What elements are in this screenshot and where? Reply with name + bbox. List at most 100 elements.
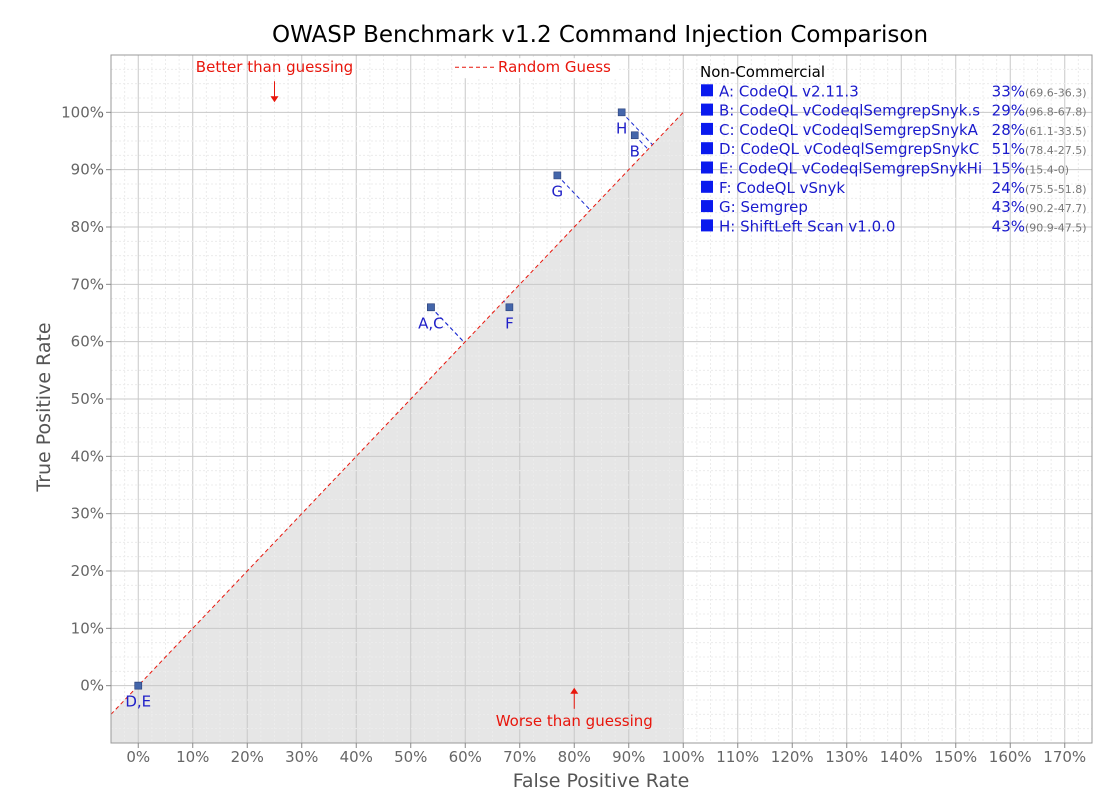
legend-entry-score: 43% [992, 198, 1025, 216]
x-axis-label: False Positive Rate [513, 770, 690, 792]
legend-marker [701, 122, 713, 135]
y-tick-label: 70% [71, 275, 104, 293]
x-tick-label: 80% [558, 748, 591, 766]
point-label: D,E [125, 693, 151, 711]
y-tick-label: 100% [61, 103, 104, 121]
x-tick-label: 150% [934, 748, 977, 766]
legend-entry-range: (90.9-47.5) [1025, 221, 1087, 234]
annotations: Better than guessing Worse than guessing R… [196, 58, 653, 730]
y-tick-label: 40% [71, 447, 104, 465]
data-point-g [553, 171, 562, 180]
point-label: A,C [418, 314, 444, 332]
data-point-f [505, 303, 514, 312]
legend-title: Non-Commercial [700, 63, 825, 81]
legend-entry: G: Semgrep 43% (90.2-47.7) [701, 198, 1087, 216]
legend-entry-range: (96.8-67.8) [1025, 106, 1087, 119]
x-tick-label: 50% [394, 748, 427, 766]
legend-entry-score: 29% [992, 102, 1025, 120]
data-point-e [134, 681, 143, 690]
x-tick-label: 130% [825, 748, 868, 766]
legend-entry-range: (75.5-51.8) [1025, 183, 1087, 196]
x-tick-label: 30% [285, 748, 318, 766]
annotation-label: Worse than guessing [496, 712, 653, 730]
random-guess-line [110, 111, 684, 715]
chart-title: OWASP Benchmark v1.2 Command Injection C… [272, 22, 928, 48]
legend-entry: C: CodeQL vCodeqlSemgrepSnykA 28% (61.1-33… [701, 121, 1087, 139]
legend-entry: A: CodeQL v2.11.3 33% (69.6-36.3) [701, 82, 1087, 100]
y-tick-label: 10% [71, 619, 104, 637]
x-tick-label: 160% [989, 748, 1032, 766]
legend-marker [701, 84, 713, 97]
y-tick-label: 80% [71, 218, 104, 236]
legend-entry-score: 15% [992, 160, 1025, 178]
x-tick-label: 70% [503, 748, 536, 766]
legend-entry: H: ShiftLeft Scan v1.0.0 43% (90.9-47.5) [701, 217, 1087, 235]
projection-line-c [430, 306, 465, 343]
legend-entry: E: CodeQL vCodeqlSemgrepSnykHi 15% (15.4-0… [701, 160, 1069, 178]
legend-marker [701, 103, 713, 116]
legend-marker [701, 180, 713, 193]
legend-entry-score: 24% [992, 179, 1025, 197]
x-tick-label: 170% [1043, 748, 1086, 766]
y-tick-label: 30% [71, 505, 104, 523]
x-tick-label: 20% [231, 748, 264, 766]
random-guess-diagonal [110, 111, 684, 715]
x-tick-label: 0% [126, 748, 150, 766]
point-label: H [616, 119, 627, 137]
annotation-arrow-head [270, 96, 279, 103]
legend-marker [701, 200, 713, 213]
projection-line-h [621, 111, 653, 146]
data-points [134, 108, 639, 690]
x-tick-label: 140% [880, 748, 923, 766]
legend-entry-score: 33% [992, 82, 1025, 100]
y-tick-label: 90% [71, 161, 104, 179]
x-tick-label: 120% [771, 748, 814, 766]
annotation-label: Better than guessing [196, 58, 353, 76]
x-tick-label: 110% [716, 748, 759, 766]
legend-entry-score: 28% [992, 121, 1025, 139]
y-axis-ticks: 0% 10% 20% 30% 40% 50% 60% 70% 80% 90% 100% [61, 103, 111, 695]
y-tick-label: 20% [71, 562, 104, 580]
legend-entry-label: B: CodeQL vCodeqlSemgrepSnyk.s [719, 102, 980, 120]
legend-entry-label: A: CodeQL v2.11.3 [719, 82, 859, 100]
x-tick-label: 10% [176, 748, 209, 766]
random-guess-key-bg [453, 58, 618, 79]
point-label: G [552, 182, 564, 200]
legend-entry-label: H: ShiftLeft Scan v1.0.0 [719, 217, 895, 235]
legend-entry-label: F: CodeQL vSnyk [719, 179, 845, 197]
legend-entry-range: (61.1-33.5) [1025, 125, 1087, 138]
legend-entry-label: C: CodeQL vCodeqlSemgrepSnykA [719, 121, 979, 139]
data-point-c [427, 303, 435, 312]
data-point-h [617, 108, 626, 117]
y-tick-label: 0% [80, 677, 104, 695]
x-tick-label: 40% [340, 748, 373, 766]
data-point-b [630, 131, 639, 140]
y-tick-label: 60% [71, 333, 104, 351]
legend-entry-range: (15.4-0) [1025, 164, 1069, 177]
legend-marker [701, 161, 713, 174]
projection-line-g [556, 175, 591, 211]
legend-entry-range: (90.2-47.7) [1025, 202, 1087, 215]
legend-marker [701, 142, 713, 155]
annotation-arrow-head [570, 687, 579, 694]
legend-entry: B: CodeQL vCodeqlSemgrepSnyk.s 29% (96.8-6… [701, 102, 1087, 120]
legend-entry: D: CodeQL vCodeqlSemgrepSnykC 51% (78.4-27… [701, 140, 1087, 158]
x-tick-label: 100% [662, 748, 705, 766]
legend-entry-score: 51% [992, 140, 1025, 158]
legend-entry-score: 43% [992, 217, 1025, 235]
y-tick-label: 50% [71, 390, 104, 408]
x-axis-ticks: 0% 10% 20% 30% 40% 50% 60% 70% 80% 90% 100% 110% 120… [126, 743, 1086, 766]
legend-entry-label: D: CodeQL vCodeqlSemgrepSnykC [719, 140, 979, 158]
point-label: F [505, 314, 514, 332]
legend-entry-label: E: CodeQL vCodeqlSemgrepSnykHi [719, 160, 982, 178]
legend-entry-label: G: Semgrep [719, 198, 808, 216]
x-tick-label: 60% [449, 748, 482, 766]
point-label: B [630, 142, 640, 160]
legend-entry-range: (78.4-27.5) [1025, 144, 1087, 157]
random-guess-key-label: Random Guess [498, 58, 611, 76]
y-axis-label: True Positive Rate [33, 322, 55, 492]
legend-marker [701, 219, 713, 232]
legend-entry: F: CodeQL vSnyk 24% (75.5-51.8) [701, 179, 1087, 197]
